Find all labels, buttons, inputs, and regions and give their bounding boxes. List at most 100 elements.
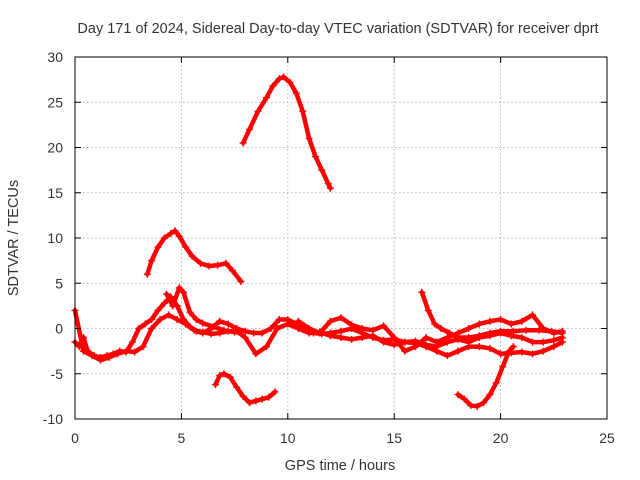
data-point bbox=[380, 322, 388, 330]
y-tick-label: 10 bbox=[47, 230, 63, 246]
data-point bbox=[492, 379, 500, 387]
data-point bbox=[497, 350, 505, 358]
y-tick-label: -10 bbox=[43, 411, 63, 427]
y-tick-label: 0 bbox=[55, 321, 63, 337]
data-point bbox=[454, 391, 462, 399]
data-point bbox=[165, 311, 173, 319]
data-point bbox=[167, 229, 175, 237]
series-track-b bbox=[143, 227, 245, 285]
data-point bbox=[258, 329, 266, 337]
data-point bbox=[275, 315, 283, 323]
data-point bbox=[337, 334, 345, 342]
data-point bbox=[497, 315, 505, 323]
x-tick-label: 15 bbox=[386, 430, 402, 446]
data-point bbox=[175, 284, 183, 292]
data-point bbox=[160, 234, 168, 242]
data-point bbox=[507, 349, 515, 357]
data-point bbox=[318, 166, 326, 174]
data-point bbox=[539, 338, 547, 346]
data-point bbox=[148, 325, 156, 332]
x-tick-label: 10 bbox=[280, 430, 296, 446]
data-point bbox=[141, 320, 149, 328]
data-point bbox=[467, 401, 475, 409]
chart-title: Day 171 of 2024, Sidereal Day-to-day VTE… bbox=[77, 21, 598, 37]
data-point bbox=[241, 334, 249, 342]
data-point bbox=[316, 329, 324, 337]
data-point bbox=[507, 320, 515, 328]
series-track-g bbox=[71, 306, 566, 364]
data-point bbox=[252, 397, 260, 405]
data-point bbox=[284, 320, 292, 328]
data-point bbox=[486, 391, 494, 399]
data-point bbox=[326, 184, 334, 192]
data-point bbox=[292, 89, 300, 97]
data-point bbox=[380, 338, 388, 346]
x-tick-label: 0 bbox=[71, 430, 79, 446]
data-point bbox=[454, 347, 462, 355]
data-point bbox=[437, 325, 445, 332]
y-axis-label: SDTVAR / TECUs bbox=[6, 180, 22, 296]
data-point bbox=[305, 134, 313, 142]
data-point bbox=[358, 325, 366, 332]
data-point bbox=[497, 329, 505, 337]
data-point bbox=[148, 257, 156, 265]
data-point bbox=[431, 320, 439, 328]
data-point bbox=[433, 338, 441, 346]
data-point bbox=[509, 343, 517, 351]
data-point bbox=[197, 259, 205, 267]
data-point bbox=[539, 347, 547, 355]
data-point bbox=[239, 139, 247, 147]
data-point bbox=[222, 259, 230, 267]
data-point bbox=[186, 308, 194, 316]
data-point bbox=[97, 356, 105, 364]
data-point bbox=[275, 75, 283, 83]
data-point bbox=[207, 330, 215, 338]
data-point bbox=[390, 334, 398, 342]
data-point bbox=[105, 353, 113, 361]
data-point bbox=[550, 343, 558, 351]
series-track-d bbox=[454, 343, 517, 410]
data-point bbox=[224, 320, 232, 328]
data-point bbox=[424, 306, 432, 314]
data-point bbox=[263, 343, 271, 351]
data-point bbox=[324, 180, 332, 188]
data-point bbox=[180, 288, 188, 296]
data-point bbox=[163, 290, 171, 298]
data-point bbox=[337, 327, 345, 335]
data-point bbox=[535, 326, 543, 334]
data-point bbox=[529, 311, 537, 319]
data-point bbox=[143, 270, 151, 278]
data-point bbox=[80, 347, 88, 355]
data-point bbox=[273, 325, 281, 332]
data-point bbox=[154, 243, 162, 251]
data-point bbox=[465, 343, 473, 351]
y-tick-label: 15 bbox=[47, 185, 63, 201]
series-track-i bbox=[294, 311, 566, 355]
data-point bbox=[518, 348, 526, 356]
data-point bbox=[475, 334, 483, 342]
data-point bbox=[192, 315, 200, 323]
y-tick-label: 20 bbox=[47, 140, 63, 156]
data-point bbox=[265, 393, 273, 401]
data-point bbox=[369, 326, 377, 334]
x-tick-label: 20 bbox=[493, 430, 509, 446]
data-point bbox=[550, 329, 558, 337]
data-point bbox=[326, 332, 334, 340]
data-point bbox=[258, 395, 266, 403]
data-point bbox=[114, 350, 122, 358]
data-point bbox=[237, 277, 245, 285]
data-point bbox=[558, 327, 566, 335]
data-point bbox=[418, 288, 426, 296]
data-point bbox=[529, 338, 537, 346]
data-point bbox=[558, 338, 566, 346]
data-point bbox=[148, 315, 156, 323]
y-tick-label: 25 bbox=[47, 94, 63, 110]
data-point bbox=[529, 350, 537, 358]
data-point bbox=[326, 317, 334, 325]
data-point bbox=[422, 334, 430, 342]
series-track-h bbox=[163, 284, 239, 336]
data-point bbox=[171, 227, 179, 235]
points-layer bbox=[71, 73, 566, 410]
data-point bbox=[390, 341, 398, 349]
